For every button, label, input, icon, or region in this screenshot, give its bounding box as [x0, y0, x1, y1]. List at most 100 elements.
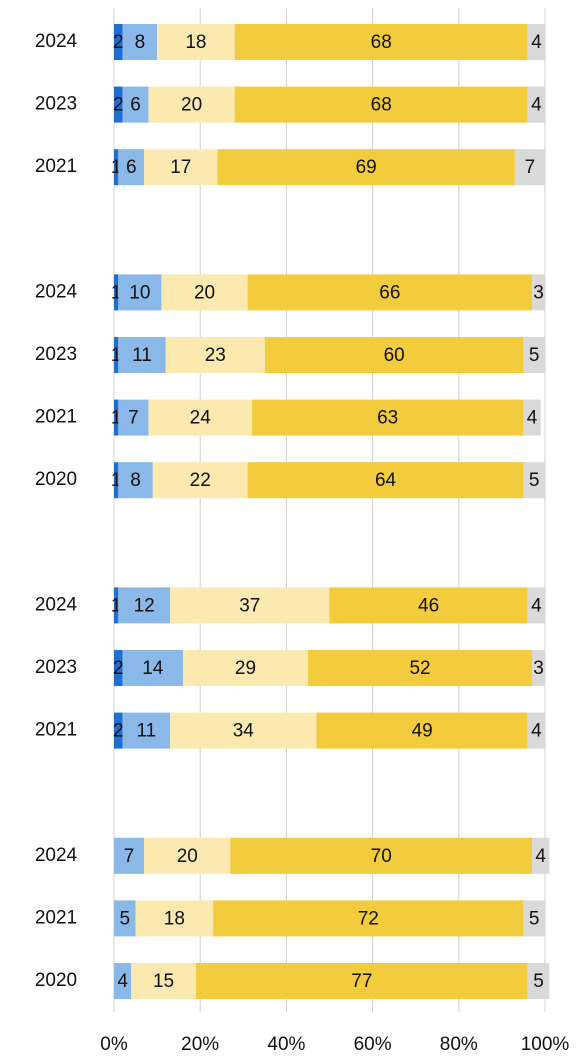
bar-segment — [523, 337, 545, 373]
bar-segment — [114, 587, 119, 624]
data-label: 7 — [128, 408, 139, 429]
data-label: 34 — [233, 721, 255, 742]
data-label: 11 — [136, 721, 156, 742]
bar-segment — [316, 712, 528, 749]
bar-segment — [122, 712, 171, 749]
y-tick-label: 2023 — [35, 344, 77, 365]
data-label: 6 — [126, 157, 137, 178]
bar-segment — [247, 462, 524, 499]
bar-segment — [118, 399, 149, 436]
bar-segment — [170, 587, 330, 624]
data-label: 15 — [153, 971, 174, 992]
bar-segment — [523, 399, 541, 436]
data-label: 29 — [235, 658, 256, 679]
bar-segment — [307, 650, 533, 686]
y-tick-label: 2021 — [35, 407, 77, 428]
bar-segment — [247, 274, 533, 311]
data-label: 37 — [239, 595, 260, 616]
data-label: 2 — [113, 95, 124, 116]
data-label: 10 — [129, 282, 150, 303]
bar-segment — [532, 837, 550, 874]
data-label: 18 — [185, 32, 206, 53]
bar-segment — [114, 274, 119, 311]
data-label: 5 — [119, 908, 130, 929]
y-tick-label: 2024 — [35, 845, 78, 866]
data-label: 72 — [358, 908, 379, 929]
data-label: 5 — [529, 908, 540, 929]
data-label: 4 — [531, 95, 542, 116]
data-label: 66 — [379, 282, 400, 303]
bar-segment — [514, 149, 545, 186]
data-label: 18 — [164, 908, 185, 929]
bar-segment — [329, 587, 528, 624]
bar-segment — [114, 399, 119, 436]
data-label: 4 — [531, 721, 542, 742]
data-label: 1 — [111, 157, 122, 178]
bar-segment — [131, 963, 196, 999]
data-label: 64 — [375, 470, 397, 491]
x-tick-label: 0% — [100, 1034, 128, 1055]
data-label: 70 — [371, 846, 392, 867]
data-label: 1 — [111, 345, 122, 366]
x-tick-label: 20% — [181, 1034, 219, 1055]
bar-segment — [527, 587, 545, 624]
data-label: 7 — [525, 157, 536, 178]
y-tick-label: 2023 — [35, 657, 77, 678]
data-label: 52 — [409, 658, 430, 679]
bar-segment — [114, 462, 119, 499]
bar-segment — [114, 149, 119, 186]
data-label: 4 — [531, 595, 542, 616]
bar-segment — [148, 399, 252, 436]
bar-segment — [118, 462, 153, 499]
y-tick-label: 2024 — [35, 31, 78, 52]
y-tick-label: 2023 — [35, 94, 77, 115]
data-label: 3 — [533, 282, 544, 303]
data-label: 24 — [190, 408, 212, 429]
bar-segment — [148, 86, 235, 123]
data-label: 8 — [130, 470, 141, 491]
bar-segment — [213, 900, 524, 937]
bar-segment — [114, 712, 123, 749]
data-label: 63 — [377, 408, 398, 429]
x-tick-label: 40% — [267, 1034, 305, 1055]
y-tick-label: 2020 — [35, 469, 77, 490]
bar-segment — [144, 149, 218, 186]
bar-segment — [527, 712, 545, 749]
y-tick-label: 2021 — [35, 156, 77, 177]
data-label: 12 — [134, 595, 155, 616]
data-label: 4 — [531, 32, 542, 53]
data-label: 2 — [113, 721, 124, 742]
bar-segment — [118, 274, 162, 311]
bar-segment — [527, 86, 545, 123]
bar-segment — [161, 274, 248, 311]
data-label: 68 — [371, 95, 392, 116]
bar-segment — [230, 837, 533, 874]
data-label: 14 — [142, 658, 164, 679]
bar-segment — [152, 462, 248, 499]
data-label: 4 — [117, 971, 128, 992]
bar-segment — [523, 900, 545, 937]
bar-segment — [114, 650, 123, 686]
data-label: 4 — [527, 408, 538, 429]
data-label: 23 — [205, 345, 226, 366]
bar-segment — [114, 337, 119, 373]
data-label: 68 — [371, 32, 392, 53]
bar-segment — [114, 86, 123, 123]
data-label: 1 — [111, 470, 122, 491]
y-tick-label: 2024 — [35, 594, 78, 615]
bar-segment — [122, 650, 183, 686]
data-label: 77 — [351, 971, 372, 992]
bar-segment — [217, 149, 515, 186]
bar-segment — [527, 963, 550, 999]
data-label: 20 — [181, 95, 202, 116]
data-label: 69 — [356, 157, 377, 178]
data-label: 7 — [124, 846, 135, 867]
bar-segment — [523, 462, 545, 499]
data-label: 17 — [170, 157, 191, 178]
bar-segment — [122, 86, 149, 123]
data-label: 20 — [177, 846, 198, 867]
bar-segment — [170, 712, 317, 749]
y-tick-label: 2024 — [35, 281, 78, 302]
data-label: 60 — [384, 345, 405, 366]
